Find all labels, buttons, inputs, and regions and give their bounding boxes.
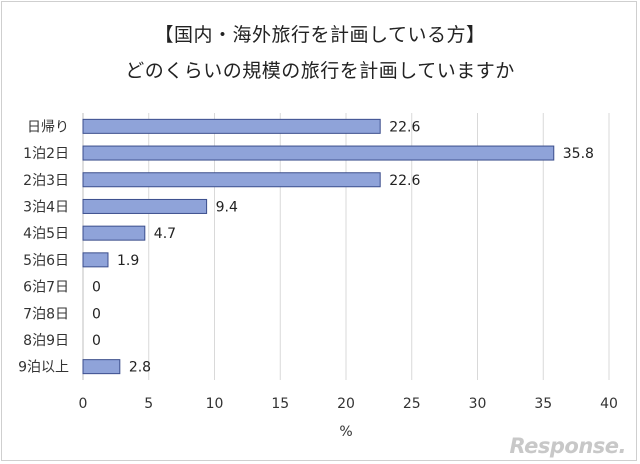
chart-title-line1: 【国内・海外旅行を計画している方】	[154, 24, 486, 46]
data-label: 22.6	[389, 119, 420, 135]
data-label: 0	[92, 280, 101, 296]
x-tick-label: 30	[469, 396, 487, 412]
category-label: 1泊2日	[23, 146, 69, 162]
category-label: 6泊7日	[23, 280, 69, 296]
x-tick-label: 10	[206, 396, 224, 412]
data-label: 2.8	[129, 360, 151, 376]
data-label: 0	[92, 333, 101, 349]
category-label: 3泊4日	[23, 199, 69, 215]
watermark-logo: Response.	[509, 434, 627, 458]
chart-title-line2: どのくらいの規模の旅行を計画していますか	[125, 60, 515, 82]
data-label: 1.9	[117, 253, 139, 269]
x-tick-label: 15	[271, 396, 289, 412]
data-label: 35.8	[563, 146, 594, 162]
x-axis-label: %	[339, 424, 352, 440]
data-label: 0	[92, 306, 101, 322]
bar	[82, 359, 121, 375]
category-label: 日帰り	[27, 118, 69, 135]
bar	[82, 198, 208, 214]
x-tick-label: 5	[144, 396, 153, 412]
data-label: 22.6	[389, 173, 420, 189]
bar	[82, 118, 381, 134]
data-label: 4.7	[154, 226, 176, 242]
category-label: 8泊9日	[23, 333, 69, 349]
category-label: 9泊以上	[18, 360, 69, 376]
x-tick-label: 40	[600, 396, 618, 412]
category-label: 7泊8日	[23, 306, 69, 322]
category-label: 5泊6日	[23, 253, 69, 269]
bar	[82, 145, 555, 161]
category-label: 4泊5日	[23, 226, 69, 242]
x-tick-label: 0	[79, 396, 88, 412]
data-label: 9.4	[216, 199, 238, 215]
bar	[82, 172, 381, 188]
bar	[82, 252, 109, 268]
x-tick-label: 25	[403, 396, 421, 412]
bar	[82, 225, 146, 241]
x-tick-label: 35	[534, 396, 552, 412]
x-tick-label: 20	[337, 396, 355, 412]
category-label: 2泊3日	[23, 173, 69, 189]
